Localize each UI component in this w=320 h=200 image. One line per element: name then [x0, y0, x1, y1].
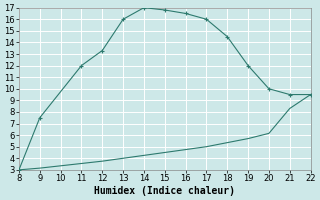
X-axis label: Humidex (Indice chaleur): Humidex (Indice chaleur)	[94, 186, 235, 196]
